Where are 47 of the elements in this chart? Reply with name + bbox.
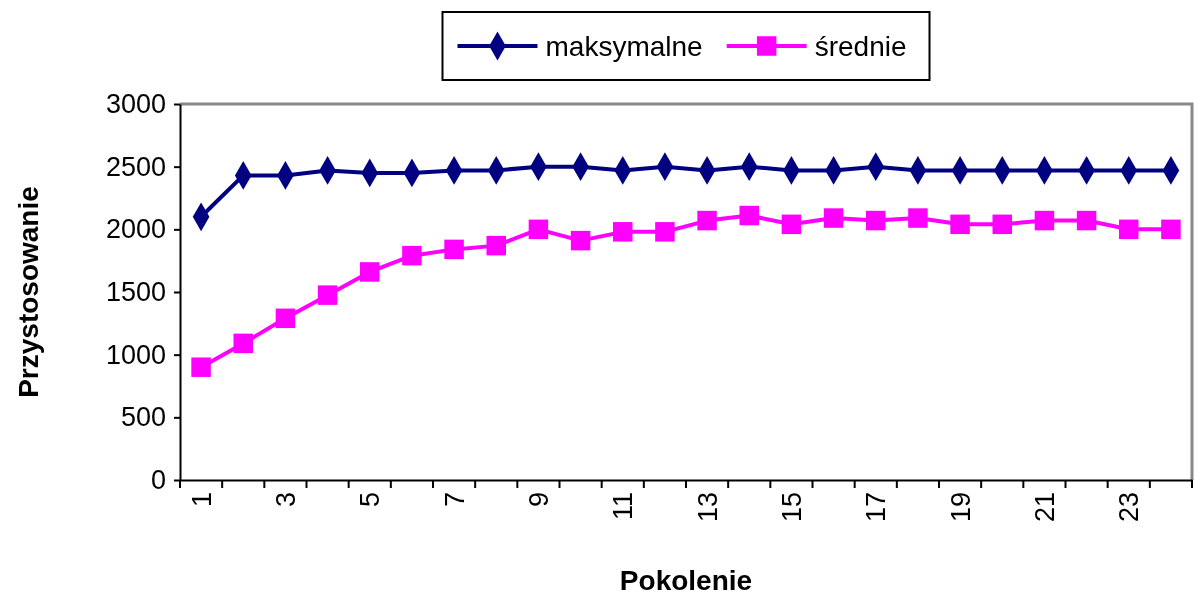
y-tick-label: 3000 (105, 89, 166, 120)
point (1034, 210, 1055, 231)
point (823, 208, 844, 228)
point (402, 245, 422, 266)
legend-label: średnie (814, 30, 907, 62)
point (486, 235, 506, 256)
x-tick-label: 17 (861, 492, 892, 523)
x-axis-title: Pokolenie (619, 565, 753, 596)
point (317, 285, 338, 305)
point (570, 230, 591, 251)
x-tick-label: 13 (692, 492, 723, 523)
x-tick-label: 15 (776, 492, 807, 523)
point (360, 262, 380, 282)
point (191, 357, 211, 377)
x-tick-label: 7 (439, 492, 470, 508)
point (781, 214, 802, 235)
x-tick-label: 9 (523, 492, 554, 508)
y-tick-label: 2500 (105, 151, 166, 182)
y-tick-label: 1000 (105, 339, 166, 370)
x-tick-label: 11 (608, 492, 639, 521)
x-tick-label: 23 (1114, 492, 1145, 523)
point (866, 210, 886, 231)
x-tick-label: 3 (270, 492, 301, 508)
point (233, 333, 253, 354)
x-tick-label: 21 (1029, 492, 1060, 523)
x-tick-label: 1 (186, 492, 217, 508)
point (528, 219, 549, 240)
point (908, 208, 928, 228)
y-tick-label: 0 (150, 465, 166, 496)
point (950, 214, 970, 235)
point (655, 222, 675, 242)
x-tick-label: 19 (945, 492, 976, 523)
point (1076, 210, 1097, 231)
legend-label: maksymalne (545, 30, 703, 62)
point (1161, 219, 1181, 240)
point (444, 239, 464, 260)
point (275, 308, 296, 329)
point (992, 214, 1012, 235)
point (739, 205, 759, 226)
point (1119, 219, 1139, 240)
y-tick-label: 500 (120, 402, 166, 433)
y-axis-title: Przystosowanie (13, 186, 44, 398)
y-tick-label: 1500 (105, 277, 166, 308)
x-tick-label: 5 (355, 492, 386, 508)
y-tick-label: 2000 (105, 214, 166, 245)
point (697, 210, 717, 231)
point (613, 222, 633, 242)
